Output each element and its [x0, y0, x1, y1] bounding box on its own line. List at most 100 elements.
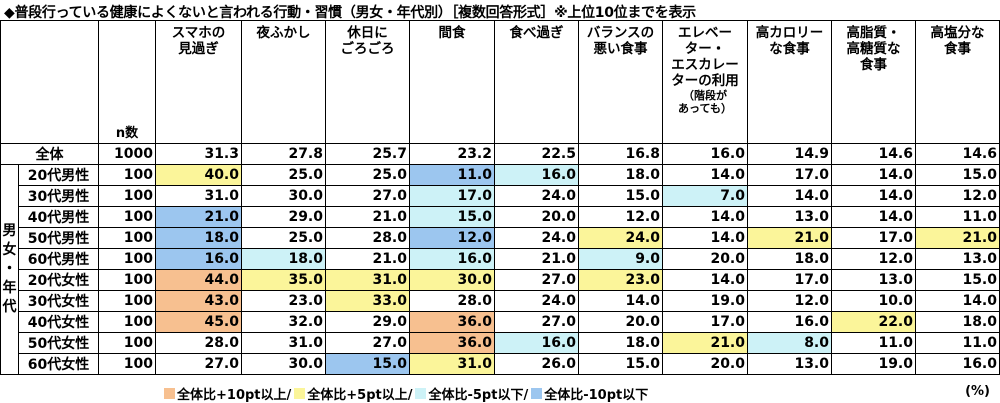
- value-cell: 18.0: [747, 248, 832, 270]
- legend-item: 全体比+5pt以上/: [294, 384, 412, 403]
- value-cell: 16.0: [155, 248, 242, 270]
- column-header: スマホの 見過ぎ: [155, 20, 242, 144]
- value-cell: 44.0: [155, 269, 242, 291]
- value-cell: 18.0: [578, 332, 663, 354]
- n-value: 100: [98, 332, 156, 354]
- table-row: 男女・年代 20代男性 100 40.0 25.0 25.0 11.0 16.0 18.0 14.…: [0, 164, 1000, 375]
- n-value: 100: [98, 206, 156, 228]
- column-header-line: 間食: [438, 25, 466, 41]
- table-row: 40代男性 100 21.0 29.0 21.0 15.0 20.0 12.0 14.0 13.0…: [1, 206, 1000, 228]
- column-header-line: バランスの: [586, 25, 655, 41]
- n-value: 100: [98, 290, 156, 312]
- value-cell: 21.0: [494, 248, 579, 270]
- value-cell: 27.8: [241, 143, 326, 165]
- row-label: 30代女性: [18, 290, 99, 312]
- n-value: 100: [98, 269, 156, 291]
- value-cell: 20.0: [578, 311, 663, 333]
- value-cell: 13.0: [747, 353, 832, 375]
- value-cell: 8.0: [747, 332, 832, 354]
- column-header-line: 高糖質な: [846, 41, 901, 57]
- value-cell: 27.0: [325, 185, 410, 207]
- column-header: バランスの 悪い食事: [578, 20, 663, 144]
- value-cell: 16.0: [409, 248, 495, 270]
- n-value: 100: [98, 164, 156, 186]
- legend: 全体比+10pt以上/全体比+5pt以上/全体比-5pt以下/全体比-10pt以…: [164, 384, 651, 403]
- value-cell: 14.0: [662, 269, 748, 291]
- value-cell: 33.0: [325, 290, 410, 312]
- row-label: 全体: [0, 143, 99, 165]
- side-label-char: 男: [2, 223, 17, 239]
- column-header-line: ターの利用: [671, 73, 739, 89]
- table-row: 30代男性 100 31.0 30.0 27.0 17.0 24.0 15.0 7.0 14.0 1…: [1, 185, 1000, 207]
- value-cell: 14.0: [831, 164, 916, 186]
- value-cell: 21.0: [155, 206, 242, 228]
- value-cell: 25.7: [325, 143, 410, 165]
- legend-label: 全体比+5pt以上/: [307, 388, 413, 403]
- column-header-line: 悪い食事: [593, 41, 648, 57]
- table-row: 30代女性 100 43.0 23.0 33.0 28.0 24.0 14.0 19.0 12.0…: [1, 290, 1000, 312]
- value-cell: 28.0: [155, 332, 242, 354]
- n-value: 100: [98, 353, 156, 375]
- value-cell: 35.0: [241, 269, 326, 291]
- value-cell: 21.0: [747, 227, 832, 249]
- side-group-label: 男女・年代: [0, 164, 19, 375]
- value-cell: 32.0: [241, 311, 326, 333]
- row-label: 20代女性: [18, 269, 99, 291]
- value-cell: 31.0: [241, 332, 326, 354]
- value-cell: 20.0: [662, 248, 748, 270]
- column-header: 食べ過ぎ: [494, 20, 579, 144]
- column-header: 高カロリー な食事: [747, 20, 832, 144]
- value-cell: 27.0: [325, 332, 410, 354]
- legend-item: 全体比-10pt以下: [531, 384, 648, 403]
- column-header-line: 高脂質・: [846, 25, 901, 41]
- row-label: 50代男性: [18, 227, 99, 249]
- column-header-line: 高塩分な: [930, 25, 985, 41]
- column-header: 間食: [409, 20, 495, 144]
- value-cell: 29.0: [241, 206, 326, 228]
- value-cell: 28.0: [325, 227, 410, 249]
- value-cell: 27.0: [494, 269, 579, 291]
- value-cell: 16.0: [494, 164, 579, 186]
- column-header: 高塩分な 食事: [915, 20, 1000, 144]
- table-row: 60代女性 100 27.0 30.0 15.0 31.0 26.0 15.0 20.0 13.0…: [1, 353, 1000, 375]
- column-header-line: ごろごろ: [340, 41, 395, 57]
- column-header: エレベー ター・ エスカレー ターの利用 （階段が あっても）: [662, 20, 748, 144]
- value-cell: 21.0: [325, 206, 410, 228]
- table-row: 60代男性 100 16.0 18.0 21.0 16.0 21.0 9.0 20.0 18.0 1…: [1, 248, 1000, 270]
- value-cell: 14.0: [662, 164, 748, 186]
- value-cell: 15.0: [578, 353, 663, 375]
- value-cell: 27.0: [494, 311, 579, 333]
- value-cell: 17.0: [747, 269, 832, 291]
- table-row: 50代女性 100 28.0 31.0 27.0 36.0 16.0 18.0 21.0 8.0 1…: [1, 332, 1000, 354]
- value-cell: 27.0: [155, 353, 242, 375]
- column-header-line: 食事: [860, 57, 887, 73]
- n-value: 1000: [98, 143, 156, 165]
- row-label: 40代男性: [18, 206, 99, 228]
- value-cell: 18.0: [578, 164, 663, 186]
- column-header-line: な食事: [769, 41, 810, 57]
- row-label: 40代女性: [18, 311, 99, 333]
- column-header-line: ター・: [684, 41, 726, 57]
- value-cell: 17.0: [747, 164, 832, 186]
- side-label-char: 女: [2, 242, 17, 258]
- value-cell: 17.0: [831, 227, 916, 249]
- table-row: 40代女性 100 45.0 32.0 29.0 36.0 27.0 20.0 17.0 16.0…: [1, 311, 1000, 333]
- value-cell: 24.0: [494, 227, 579, 249]
- column-note-line: （階段が: [683, 89, 727, 102]
- value-cell: 22.0: [831, 311, 916, 333]
- value-cell: 28.0: [409, 290, 495, 312]
- legend-swatch: [415, 388, 427, 399]
- value-cell: 16.0: [494, 332, 579, 354]
- value-cell: 24.0: [494, 290, 579, 312]
- column-header-line: 食事: [944, 41, 971, 57]
- value-cell: 36.0: [409, 332, 495, 354]
- column-header-line: エレベー: [678, 25, 732, 41]
- value-cell: 13.0: [747, 206, 832, 228]
- value-cell: 22.5: [494, 143, 579, 165]
- value-cell: 24.0: [494, 185, 579, 207]
- legend-label: 全体比+10pt以上/: [177, 388, 292, 403]
- column-header-line: 夜ふかし: [256, 25, 311, 41]
- value-cell: 24.0: [578, 227, 663, 249]
- value-cell: 23.0: [241, 290, 326, 312]
- value-cell: 16.0: [915, 353, 1000, 375]
